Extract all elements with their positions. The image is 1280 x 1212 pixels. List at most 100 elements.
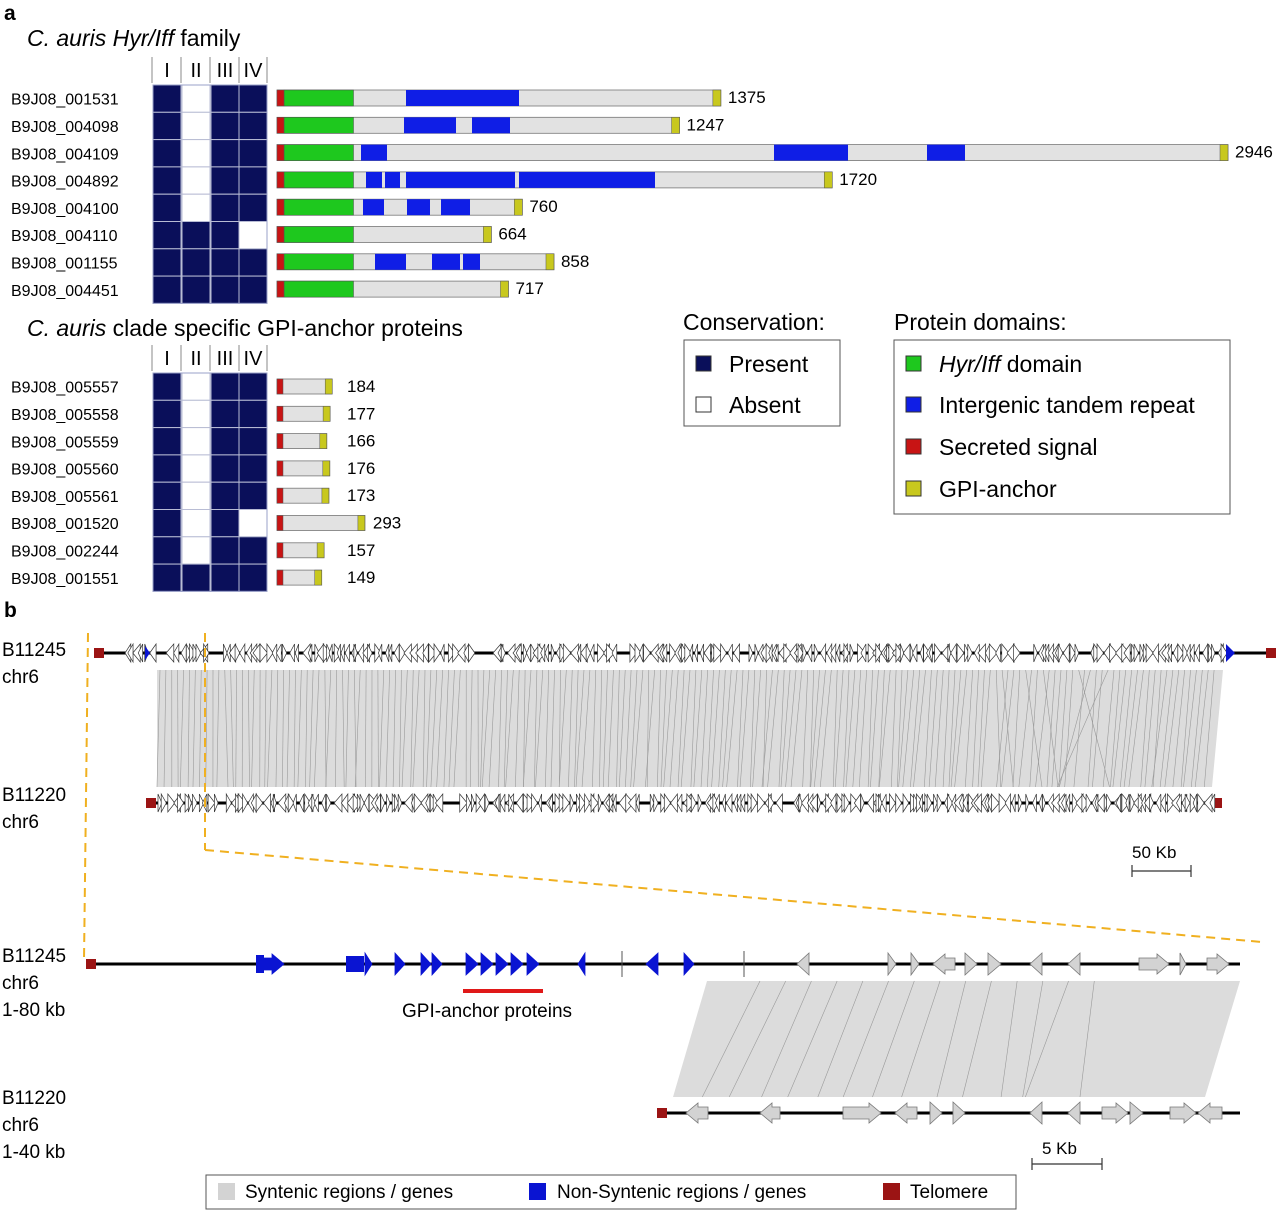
gpi-anchor [316, 542, 325, 559]
synteny-link [752, 669, 761, 788]
gene [340, 643, 345, 663]
synteny-link [1035, 669, 1050, 788]
syntenic-gene [759, 1102, 781, 1124]
telomere-right [1266, 648, 1276, 658]
gene [1202, 642, 1209, 664]
gene [697, 793, 703, 813]
protein-id: B9J08_005557 [11, 380, 119, 397]
synteny-link [1164, 669, 1180, 788]
secreted-signal [276, 487, 284, 504]
synteny-link [410, 669, 414, 788]
synteny-link [1058, 669, 1091, 788]
protein-bar: 760 [276, 197, 558, 216]
conservation-cell [152, 111, 182, 141]
protein-id: B9J08_005561 [11, 489, 119, 506]
synteny-link [1190, 669, 1203, 788]
gpi-anchor [823, 171, 833, 189]
gene [1038, 793, 1043, 813]
conservation-cell [152, 139, 182, 168]
protein-length: 717 [515, 279, 543, 298]
track2-strain: B11220 [2, 785, 66, 806]
synteny-link [1128, 669, 1144, 788]
synteny-link [248, 669, 250, 788]
synteny-link [964, 669, 973, 788]
synteny-link [422, 669, 426, 788]
gene [356, 793, 362, 813]
protein-length: 1720 [839, 170, 877, 189]
gene [956, 642, 965, 664]
gene [225, 792, 232, 814]
synteny-link [780, 669, 791, 788]
gene [936, 793, 943, 813]
syntenic-gene [1197, 1102, 1223, 1124]
synteny-link [443, 669, 449, 788]
conservation-cell [152, 275, 182, 304]
protein-id: B9J08_004892 [11, 174, 119, 191]
tandem-repeat [519, 171, 655, 188]
secreted-signal [276, 280, 285, 298]
gene [895, 792, 903, 814]
gene [385, 643, 390, 663]
protein-id: B9J08_005559 [11, 434, 119, 451]
gene [820, 642, 827, 664]
gene [550, 643, 555, 663]
conservation-cell [152, 427, 182, 456]
gene [242, 792, 249, 814]
protein-id: B9J08_001520 [11, 516, 119, 533]
gene [843, 792, 850, 814]
gene [447, 642, 456, 664]
gene [853, 792, 861, 814]
grid-frame [152, 84, 268, 304]
syntenic-gene [1206, 953, 1230, 975]
gene [562, 792, 570, 814]
gene [189, 642, 196, 664]
gene [798, 793, 803, 813]
protein-bar: 184 [276, 377, 375, 396]
conservation-legend-title: Conservation: [683, 309, 825, 335]
protein-length: 2946 [1235, 143, 1273, 162]
synteny-link [1144, 669, 1156, 788]
hyr-iff-domain [283, 144, 354, 161]
clade-header-IV: IV [244, 348, 264, 370]
gene [991, 793, 1000, 813]
synteny-link [660, 669, 667, 788]
synteny-link [810, 669, 820, 788]
gene [902, 792, 910, 814]
protein-length: 184 [347, 377, 375, 396]
syntenic-gene [929, 1101, 943, 1125]
synteny-link [558, 669, 567, 788]
conservation-cell [210, 275, 240, 304]
zoom-track2-range: 1-40 kb [2, 1142, 65, 1163]
tandem-repeat [375, 253, 406, 270]
gene [836, 643, 841, 663]
gene [611, 643, 618, 663]
gpi-anchor [1219, 144, 1229, 161]
synteny-link [663, 669, 673, 788]
synteny-link [901, 980, 941, 1098]
absent-label: Absent [729, 392, 801, 418]
conservation-cell [181, 372, 211, 401]
secreted-signal [276, 569, 284, 586]
synteny-link [399, 669, 402, 788]
syntenic-gene [987, 952, 1002, 976]
synteny-link [1203, 669, 1215, 788]
protein-bar: 1247 [276, 115, 724, 134]
synteny-link [1140, 669, 1150, 788]
gene [875, 642, 883, 664]
zoom-track1-line [86, 951, 1240, 977]
gene [1167, 643, 1173, 663]
gene [933, 793, 938, 813]
tandem-repeat [385, 171, 400, 188]
gene [754, 643, 759, 663]
gene [895, 642, 903, 664]
non-syntenic-swatch [529, 1183, 546, 1200]
gene [585, 643, 591, 663]
secreted-signal-swatch [905, 438, 922, 455]
gene [500, 643, 506, 663]
synteny-link [515, 669, 520, 788]
synteny-link [761, 669, 773, 788]
protein-backbone [276, 378, 333, 395]
zoom-track2-strain: B11220 [2, 1088, 66, 1109]
synteny-link [1018, 669, 1032, 788]
gpi-anchor-gene [510, 952, 524, 976]
